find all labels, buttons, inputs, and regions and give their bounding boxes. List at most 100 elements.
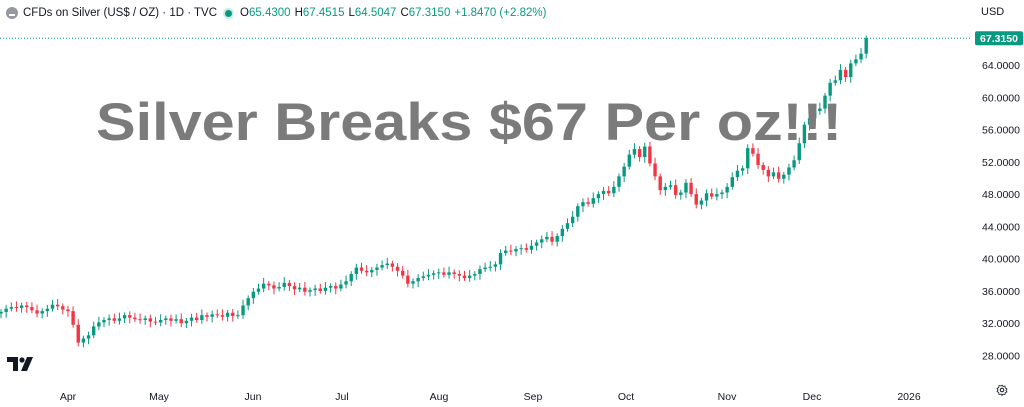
candle-up: [184, 320, 189, 324]
candle-up: [354, 267, 359, 274]
candle-up: [437, 272, 441, 274]
candle-up: [725, 186, 729, 193]
candle-up: [545, 236, 549, 240]
candle-down: [153, 321, 158, 323]
candle-up: [45, 308, 50, 312]
candle-down: [843, 69, 848, 78]
price-badge-text: 67.3150: [980, 33, 1018, 45]
candle-down: [55, 304, 60, 307]
candle-up: [534, 242, 539, 246]
change-value: +1.8470 (+2.82%): [454, 7, 547, 19]
candle-down: [292, 286, 297, 290]
candle-up: [40, 311, 44, 314]
x-tick-label: Aug: [430, 391, 449, 403]
candle-up: [560, 228, 565, 237]
high-value: 67.4515: [302, 7, 345, 19]
candle-up: [720, 192, 724, 195]
silver-symbol-icon[interactable]: [6, 7, 18, 19]
candle-down: [61, 306, 65, 310]
candle-down: [303, 287, 307, 292]
candle-down: [364, 270, 369, 273]
candle-up: [344, 281, 348, 285]
tradingview-logo-icon[interactable]: [7, 357, 35, 371]
symbol-title[interactable]: CFDs on Silver (US$ / OZ) · 1D · TVC: [23, 7, 218, 19]
price-badge: 67.3150: [975, 31, 1023, 46]
candle-up: [416, 278, 420, 282]
candle-up: [19, 305, 24, 308]
candle-up: [684, 182, 688, 193]
candle-down: [179, 319, 183, 324]
candle-up: [97, 322, 101, 327]
candle-up: [241, 305, 245, 316]
candle-down: [766, 169, 771, 177]
x-tick-label: May: [149, 391, 170, 403]
candle-down: [35, 310, 39, 314]
market-status-dot-icon[interactable]: [225, 9, 233, 17]
candle-up: [596, 194, 601, 199]
candle-up: [143, 318, 147, 320]
y-tick-label: 60.0000: [982, 92, 1020, 104]
candle-up: [740, 168, 745, 171]
candle-up: [282, 282, 286, 287]
close-label: C: [400, 7, 409, 19]
x-axis: Apr May Jun Jul Aug Sep Oct Nov Dec 2026: [60, 391, 921, 403]
candle-down: [653, 163, 657, 177]
candle-up: [802, 124, 807, 144]
candle-up: [370, 269, 374, 273]
y-tick-label: 64.0000: [982, 60, 1020, 72]
candle-down: [71, 311, 75, 325]
candle-up: [251, 291, 256, 299]
candle-down: [287, 282, 292, 287]
candle-up: [9, 307, 13, 309]
candle-up: [679, 192, 683, 195]
candle-up: [385, 263, 389, 266]
candles-group: [0, 35, 868, 348]
y-tick-label: 44.0000: [982, 221, 1020, 233]
y-tick-label: 48.0000: [982, 189, 1020, 201]
candle-up: [818, 108, 822, 111]
candle-up: [102, 319, 106, 323]
candle-down: [524, 248, 528, 250]
candle-down: [395, 266, 400, 271]
candle-up: [431, 273, 436, 275]
candle-down: [272, 285, 276, 289]
candle-up: [225, 312, 230, 317]
candle-up: [771, 172, 776, 177]
low-label: L: [348, 7, 355, 19]
candle-up: [467, 275, 472, 279]
candle-up: [498, 253, 503, 265]
candle-up: [158, 319, 163, 323]
candle-up: [838, 69, 843, 81]
candle-up: [339, 284, 343, 289]
close-value: 67.3150: [408, 7, 451, 19]
currency-selector[interactable]: USD: [981, 6, 1005, 18]
candle-down: [66, 309, 70, 312]
candle-down: [689, 182, 693, 195]
candle-up: [277, 286, 281, 289]
candle-up: [787, 167, 791, 175]
candle-up: [782, 174, 786, 179]
candle-up: [236, 315, 240, 317]
candle-down: [231, 312, 235, 316]
candle-up: [210, 314, 214, 317]
candle-up: [704, 193, 709, 201]
candle-down: [550, 236, 554, 242]
candle-up: [864, 38, 868, 54]
candle-up: [117, 318, 122, 321]
gear-icon[interactable]: [996, 384, 1008, 396]
candle-up: [86, 335, 91, 339]
candle-down: [462, 275, 467, 279]
candle-up: [581, 202, 585, 207]
candle-up: [349, 273, 353, 282]
candle-down: [442, 272, 446, 275]
candle-up: [715, 194, 719, 197]
candle-up: [164, 318, 168, 320]
x-tick-label: Apr: [60, 391, 77, 403]
candle-up: [473, 273, 477, 276]
candle-up: [92, 326, 96, 336]
watermark-text: Silver Breaks $67 Per oz!!!: [96, 93, 842, 152]
candle-up: [174, 319, 178, 321]
candle-down: [509, 250, 513, 252]
candle-up: [859, 53, 863, 60]
